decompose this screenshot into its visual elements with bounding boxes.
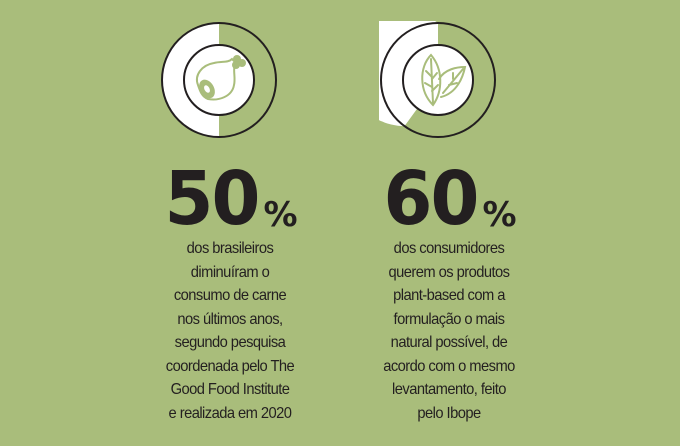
description-line: coordenada pelo The (165, 357, 295, 375)
stat-plant-based-preference: 60% dos consumidores querem os produtos … (349, 156, 549, 425)
description-line: consumo de carne (173, 287, 287, 304)
stat-number: 60 (383, 156, 480, 242)
meat-donut-chart (160, 21, 278, 139)
description-line: nos últimos anos, (177, 310, 283, 328)
stat-description: dos consumidores querem os produtos plan… (357, 237, 541, 425)
description-line: diminuíram o (190, 263, 270, 281)
description-line: pelo Ibope (417, 404, 481, 422)
description-line: e realizada em 2020 (168, 404, 292, 422)
description-line: formulação o mais (393, 310, 505, 328)
description-line: natural possível, de (390, 334, 508, 351)
description-line: querem os produtos (388, 263, 510, 281)
stat-number-row: 50% (130, 156, 330, 242)
description-line: dos consumidores (393, 240, 505, 257)
stat-number: 50 (164, 156, 261, 242)
percent-sign: % (482, 195, 517, 235)
description-line: segundo pesquisa (174, 334, 286, 351)
stat-meat-consumption: 50% dos brasileiros diminuíram o consumo… (130, 156, 330, 425)
meat-ham-icon (196, 57, 238, 101)
percent-sign: % (263, 195, 298, 235)
stat-description: dos brasileiros diminuíram o consumo de … (138, 237, 322, 425)
description-line: Good Food Institute (170, 381, 290, 398)
description-line: dos brasileiros (186, 240, 274, 257)
description-line: acordo com o mesmo (383, 357, 515, 375)
leaf-donut-chart (379, 21, 497, 139)
leaf-icon (421, 53, 467, 107)
description-line: plant-based com a (393, 287, 505, 304)
description-line: levantamento, feito (392, 381, 506, 398)
stat-number-row: 60% (349, 156, 549, 242)
